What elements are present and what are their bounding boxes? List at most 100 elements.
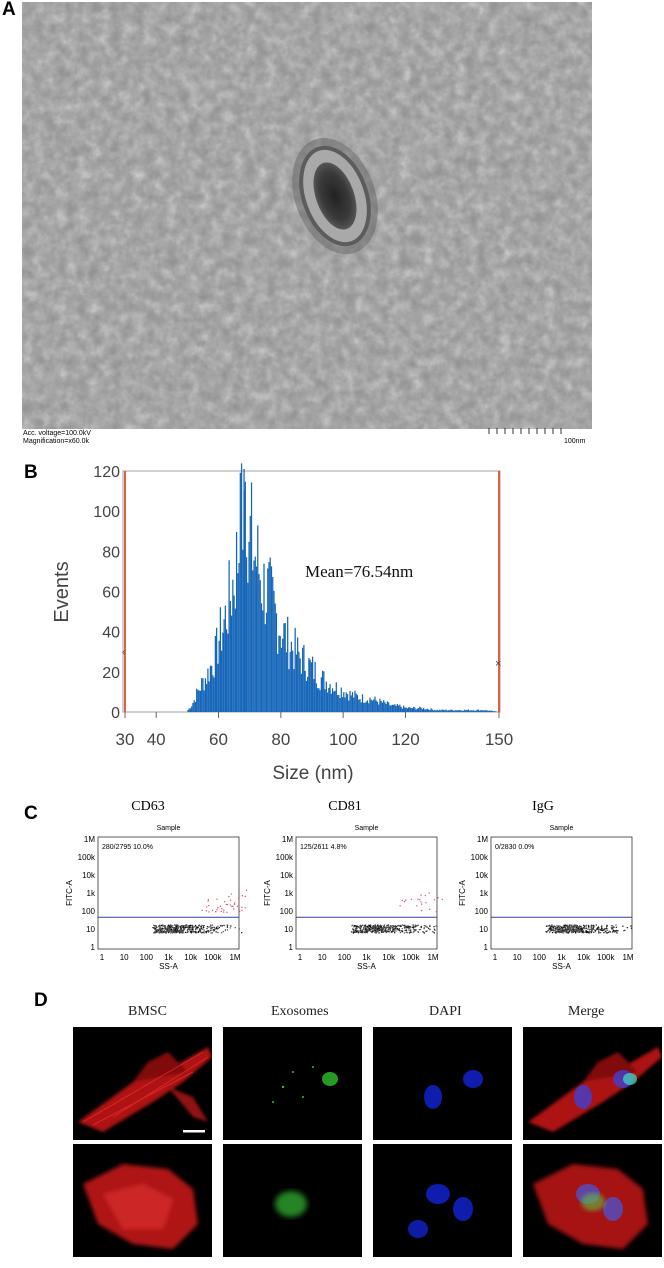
facs-event-dot xyxy=(597,926,600,928)
histogram-bar xyxy=(495,711,497,712)
facs-positive-dot xyxy=(405,899,407,901)
facs-event-dot xyxy=(352,924,354,926)
facs-ytick-label: 1M xyxy=(477,835,488,844)
histogram-bar xyxy=(300,673,303,712)
histogram-bar xyxy=(432,710,435,712)
facs-event-dot xyxy=(588,929,591,931)
facs-event-dot xyxy=(556,930,558,933)
facs-positive-dot xyxy=(207,900,209,902)
facs-event-dot xyxy=(549,927,551,929)
histogram-bar xyxy=(425,709,427,712)
histogram-bar xyxy=(437,710,440,712)
histogram-bar xyxy=(436,709,438,712)
histogram-bar xyxy=(194,701,197,712)
histogram-bar xyxy=(430,708,432,712)
histogram-bar xyxy=(383,700,385,712)
histogram-ytick-label: 0 xyxy=(111,705,120,722)
facs-event-dot xyxy=(412,931,415,933)
panel-label-c: C xyxy=(24,803,38,824)
facs-event-dot xyxy=(366,925,369,928)
facs-event-dot xyxy=(357,931,359,933)
facs-event-dot xyxy=(217,927,219,930)
facs-ytick-label: 1k xyxy=(285,889,294,898)
image-dapi-row1 xyxy=(373,1027,512,1140)
facs-event-dot xyxy=(408,927,410,930)
facs-event-dot xyxy=(170,930,172,933)
histogram-bar xyxy=(277,653,279,712)
facs-ytick-label: 1 xyxy=(484,943,489,952)
histogram-bar xyxy=(391,704,394,712)
facs-event-dot xyxy=(202,926,205,928)
facs-event-dot xyxy=(563,925,566,927)
facs-event-dot xyxy=(593,925,595,928)
facs-event-dot xyxy=(560,928,562,930)
facs-event-dot xyxy=(199,931,201,933)
facs-positive-dot xyxy=(420,901,422,903)
facs-xtick-label: 100k xyxy=(402,953,420,962)
histogram-bar xyxy=(260,603,263,712)
facs-event-dot xyxy=(374,931,377,934)
histogram-bar xyxy=(351,692,354,712)
facs-positive-dot xyxy=(232,908,235,910)
facs-event-dot xyxy=(369,925,371,928)
histogram-bar xyxy=(470,710,472,712)
facs-event-dot xyxy=(229,927,231,929)
facs-event-dot xyxy=(214,928,217,930)
facs-event-dot xyxy=(161,932,163,934)
facs-xtick-label: 100k xyxy=(597,953,615,962)
histogram-bar xyxy=(265,612,268,712)
histogram-bar xyxy=(400,706,402,712)
histogram-bar xyxy=(268,562,270,712)
facs-event-dot xyxy=(575,926,578,929)
facs-event-dot xyxy=(210,932,212,934)
facs-event-dot xyxy=(356,927,358,930)
facs-event-dot xyxy=(388,926,390,928)
histogram-bar xyxy=(479,710,481,712)
facs-event-dot xyxy=(191,924,193,927)
histogram-bar xyxy=(333,691,335,712)
facs-event-dot xyxy=(193,926,196,928)
facs-event-dot xyxy=(207,931,210,933)
facs-event-dot xyxy=(562,928,564,931)
facs-event-dot xyxy=(566,924,568,926)
facs-positive-dot xyxy=(429,908,431,911)
histogram-bar xyxy=(349,690,351,712)
histogram-bar xyxy=(385,704,387,712)
facs-event-dot xyxy=(166,928,168,931)
histogram-bar xyxy=(403,705,405,712)
facs-event-dot xyxy=(393,925,395,928)
facs-positive-dot xyxy=(437,897,439,899)
facs-event-dot xyxy=(562,926,564,928)
histogram-bar xyxy=(309,659,311,712)
facs-xtick-label: 1 xyxy=(493,953,498,962)
facs-event-dot xyxy=(388,931,390,933)
facs-event-dot xyxy=(165,930,167,932)
facs-event-dot xyxy=(165,931,168,934)
facs-event-dot xyxy=(563,930,565,933)
column-label-dapi: DAPI xyxy=(429,1004,462,1019)
facs-event-dot xyxy=(173,927,175,929)
tem-image xyxy=(22,2,592,429)
histogram-bar xyxy=(270,566,273,712)
facs-event-dot xyxy=(603,928,605,930)
facs-event-dot xyxy=(423,932,426,934)
facs-event-dot xyxy=(548,928,551,931)
facs-event-dot xyxy=(195,927,198,929)
facs-event-dot xyxy=(357,930,359,932)
facs-xtick-label: 10 xyxy=(120,953,129,962)
facs-event-dot xyxy=(404,929,406,932)
facs-event-dot xyxy=(364,930,367,932)
facs-positive-dot xyxy=(244,907,246,909)
histogram-ytick-label: 60 xyxy=(102,585,120,602)
facs-event-dot xyxy=(163,925,165,928)
histogram-bar xyxy=(390,705,392,712)
histogram-bar xyxy=(446,710,448,712)
facs-event-dot xyxy=(608,930,611,933)
histogram-bar xyxy=(406,708,408,712)
facs-event-dot xyxy=(378,926,381,929)
histogram-bar xyxy=(457,710,460,712)
histogram-bar xyxy=(343,692,345,712)
facs-event-dot xyxy=(557,927,559,930)
histogram-bar xyxy=(426,708,428,712)
facs-event-dot xyxy=(389,928,391,931)
